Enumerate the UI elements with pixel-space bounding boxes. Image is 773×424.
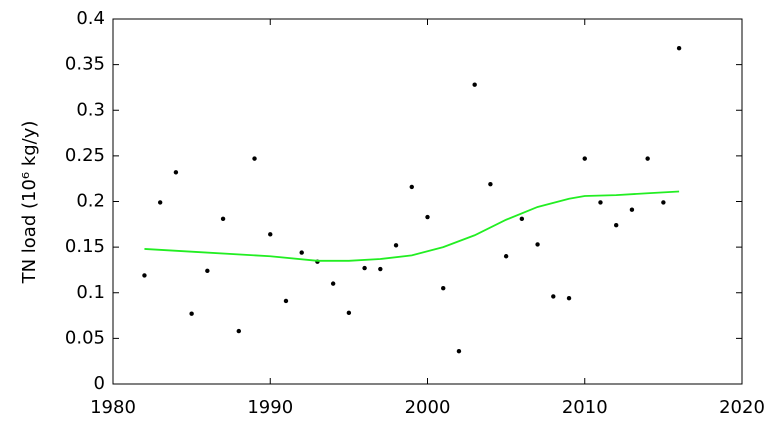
- y-tick-label: 0.25: [65, 145, 105, 166]
- data-point: [299, 250, 304, 255]
- data-point: [503, 254, 509, 259]
- y-axis-label: TN load (10⁶ kg/y): [19, 121, 40, 285]
- x-tick-label: 2020: [719, 397, 765, 418]
- data-point: [535, 242, 540, 247]
- data-point: [551, 294, 556, 299]
- data-point: [645, 156, 650, 161]
- plot-frame: [112, 18, 743, 385]
- data-point: [488, 181, 493, 187]
- data-point: [236, 328, 241, 334]
- y-tick-label: 0.2: [76, 191, 105, 212]
- data-point: [142, 273, 147, 278]
- y-tick-label: 0.3: [76, 99, 105, 120]
- x-tick-label: 2010: [562, 397, 608, 418]
- trend-line: [144, 190, 680, 262]
- data-point: [268, 232, 273, 237]
- data-point: [378, 266, 383, 272]
- data-point: [173, 170, 179, 175]
- data-point: [661, 200, 666, 205]
- data-point: [220, 216, 226, 222]
- data-point: [425, 214, 430, 220]
- data-point: [205, 268, 210, 274]
- y-tick-label: 0.15: [65, 236, 105, 257]
- data-point: [566, 296, 572, 301]
- data-point: [252, 156, 257, 161]
- data-point: [582, 156, 587, 161]
- data-point: [346, 310, 352, 316]
- x-tick-label: 2000: [405, 397, 451, 418]
- data-point: [441, 285, 446, 291]
- data-point: [456, 348, 462, 354]
- data-point: [157, 200, 163, 205]
- data-point: [629, 207, 635, 212]
- data-point: [393, 243, 399, 248]
- y-tick-label: 0: [94, 373, 105, 394]
- data-point: [519, 216, 525, 222]
- data-point: [189, 311, 194, 316]
- data-point: [362, 265, 367, 271]
- y-tick-label: 0.35: [65, 54, 105, 75]
- y-tick-label: 0.05: [65, 327, 105, 348]
- data-point: [598, 200, 603, 205]
- x-tick-label: 1980: [90, 397, 136, 418]
- x-tick-label: 1990: [247, 397, 293, 418]
- data-point: [676, 46, 682, 51]
- data-point: [330, 281, 336, 286]
- data-point: [283, 298, 289, 304]
- data-point: [409, 184, 414, 190]
- data-point: [614, 223, 619, 228]
- y-tick-label: 0.4: [76, 8, 105, 29]
- y-tick-label: 0.1: [76, 282, 105, 303]
- data-point: [472, 82, 477, 87]
